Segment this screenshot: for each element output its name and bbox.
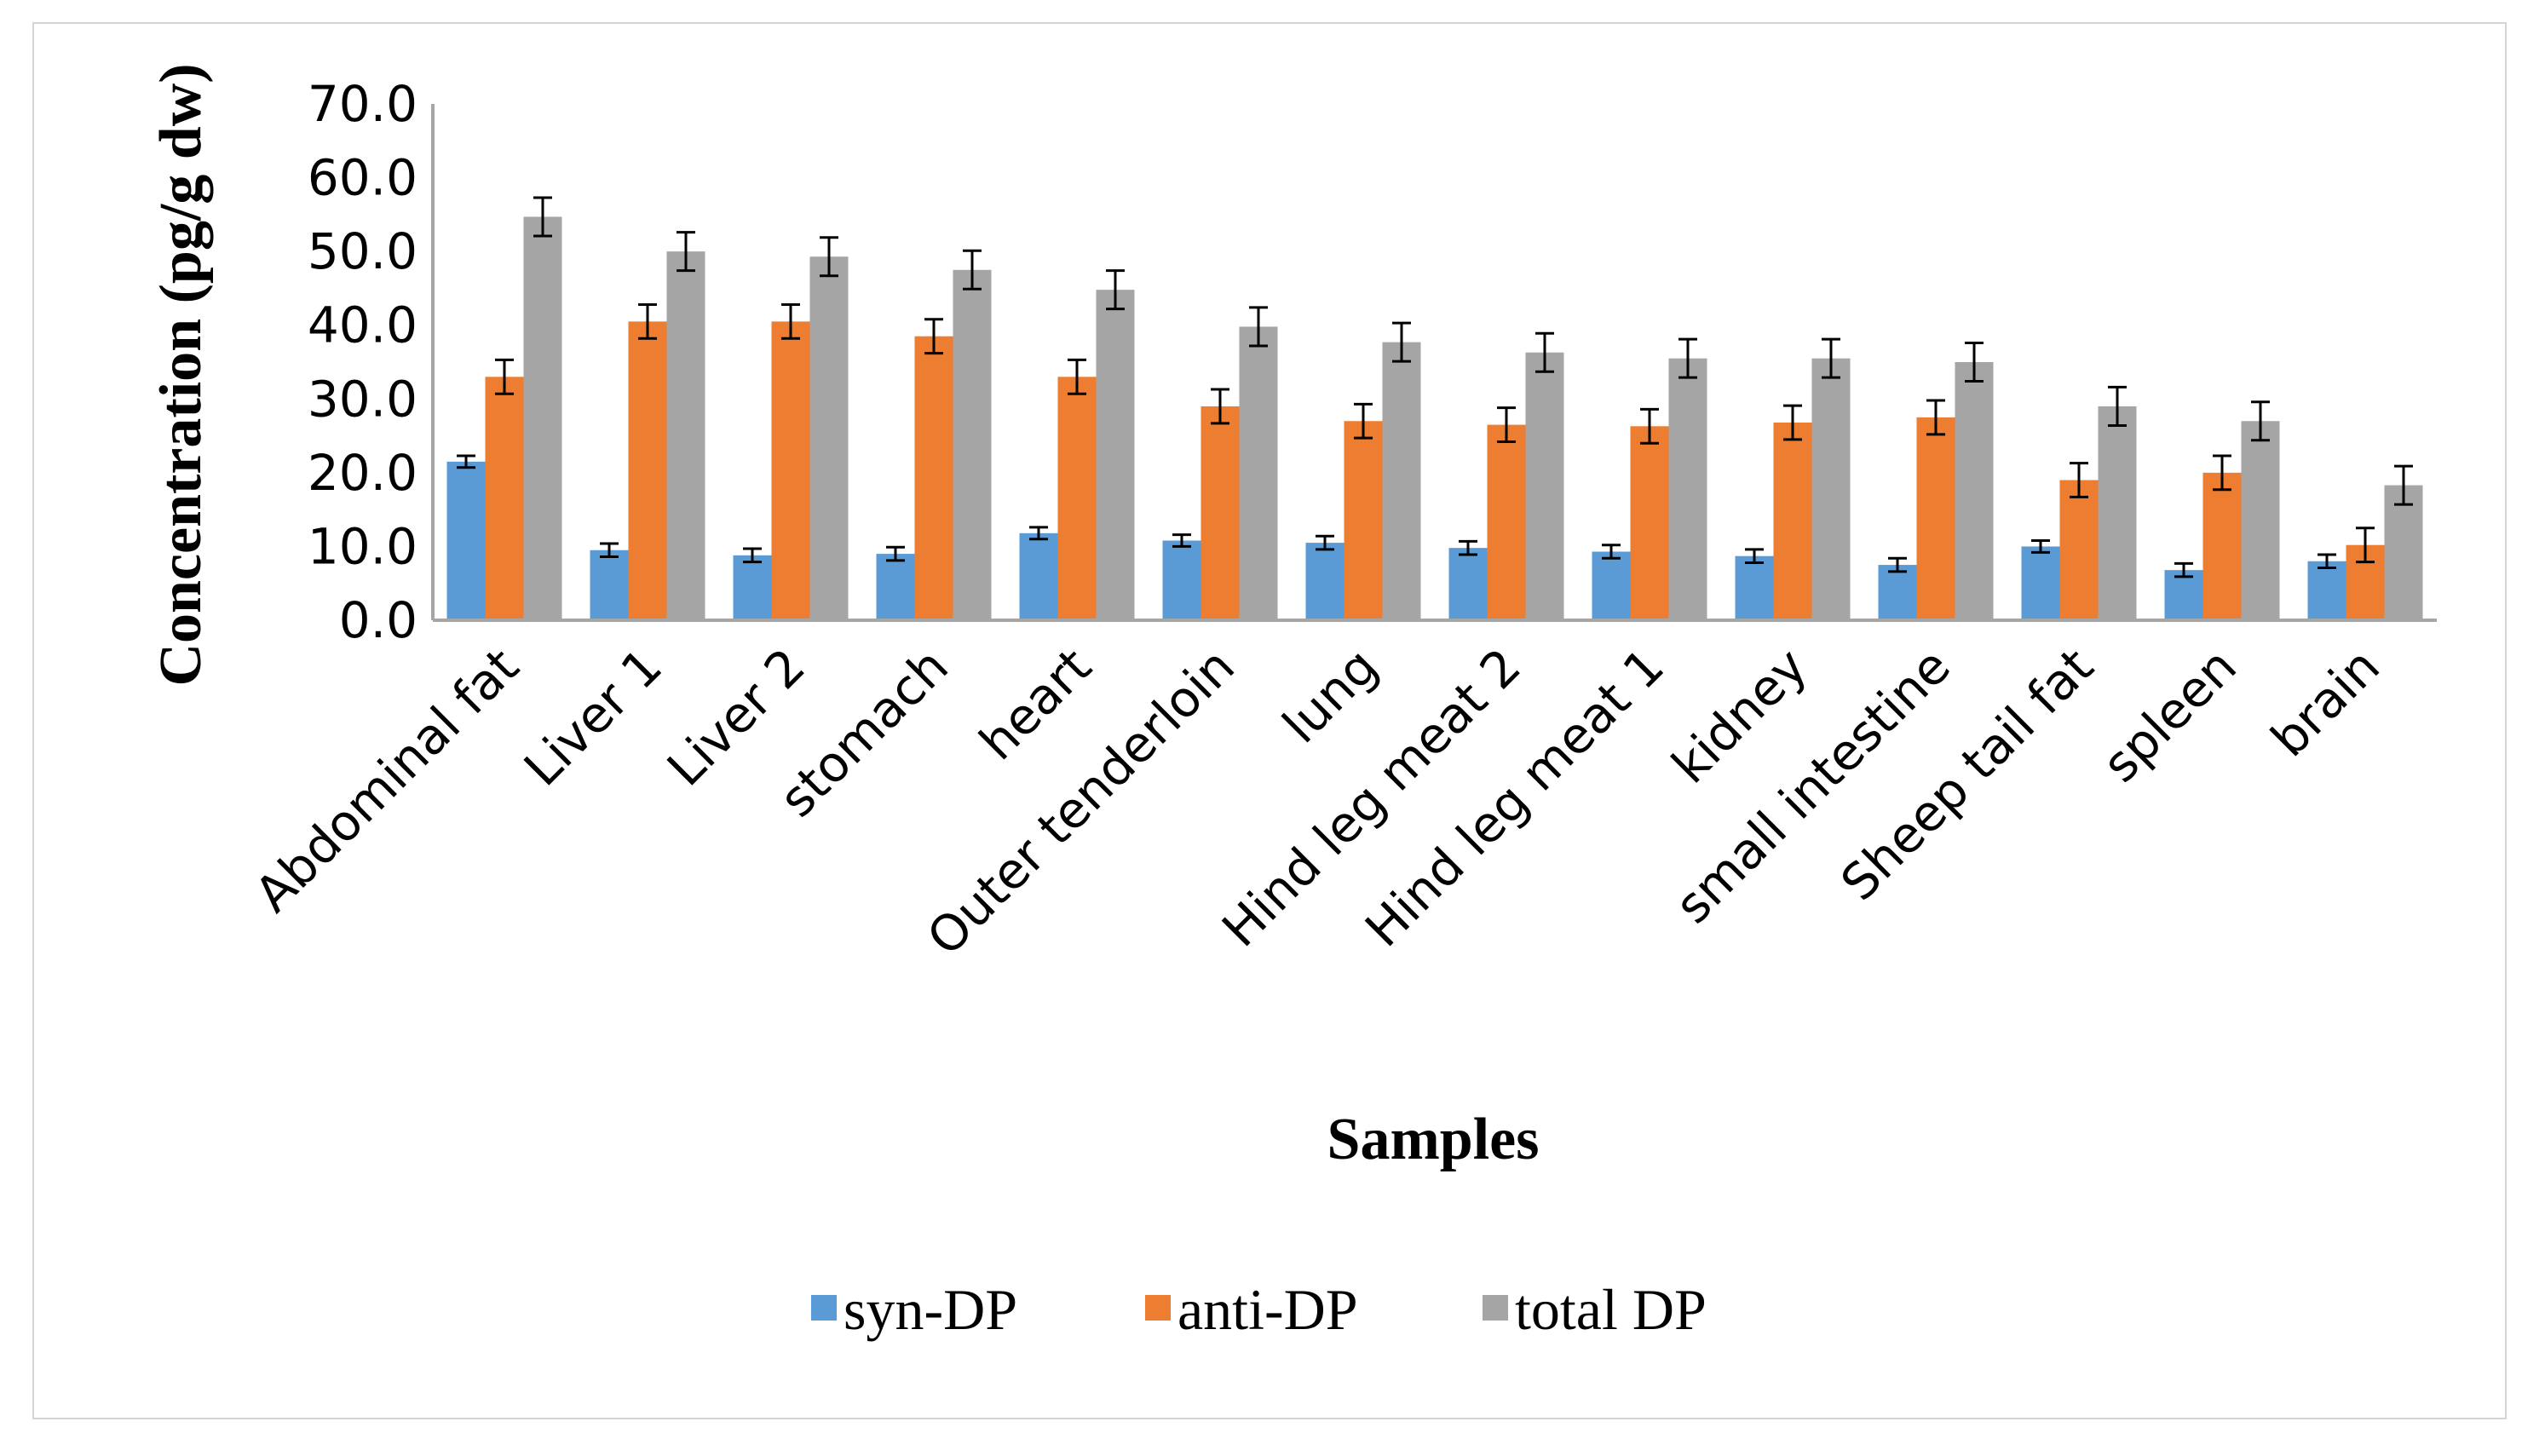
- legend-swatch: [811, 1295, 837, 1321]
- bar-total-dp: [666, 251, 705, 620]
- bar-syn-dp: [1735, 555, 1774, 620]
- bar-total-dp: [523, 216, 562, 620]
- bar-syn-dp: [876, 554, 915, 620]
- x-tick-label: spleen: [2092, 637, 2248, 793]
- bar-anti-dp: [628, 321, 667, 620]
- bar-anti-dp: [1344, 421, 1383, 620]
- legend-label: total DP: [1515, 1277, 1707, 1342]
- bar-anti-dp: [1487, 424, 1526, 620]
- bar-syn-dp: [1019, 532, 1058, 620]
- x-tick-label: Sheep tail fat: [1830, 637, 2105, 912]
- bar-total-dp: [2098, 406, 2137, 620]
- bar-anti-dp: [1201, 406, 1240, 620]
- bar-total-dp: [1525, 352, 1564, 620]
- bar-total-dp: [1668, 358, 1707, 620]
- x-tick-label: brain: [2260, 637, 2390, 768]
- legend-swatch: [1483, 1295, 1508, 1321]
- legend: syn-DP anti-DP total DP: [811, 1277, 1707, 1342]
- y-tick-label: 70.0: [308, 75, 417, 133]
- bar-total-dp: [1239, 326, 1278, 620]
- y-tick-label: 10.0: [308, 517, 417, 575]
- bar-syn-dp: [1878, 565, 1917, 620]
- bar-total-dp: [1096, 290, 1135, 620]
- bar-syn-dp: [2021, 546, 2060, 620]
- x-tick-label: Liver 1: [513, 637, 673, 797]
- bar-syn-dp: [1305, 543, 1344, 620]
- bar-syn-dp: [1162, 540, 1201, 620]
- bar-syn-dp: [590, 550, 629, 620]
- y-axis-title: Concentration (pg/g dw): [148, 63, 214, 686]
- bar-syn-dp: [2307, 561, 2346, 620]
- bar-anti-dp: [2059, 480, 2099, 620]
- bars: [446, 196, 2423, 620]
- bar-total-dp: [809, 256, 849, 620]
- x-tick-label: Abdominal fat: [244, 637, 530, 924]
- bar-total-dp: [1382, 342, 1421, 620]
- chart-frame: [32, 22, 2507, 1419]
- bar-anti-dp: [771, 321, 810, 620]
- bar-total-dp: [1811, 358, 1851, 620]
- x-axis-title: Samples: [1327, 1107, 1540, 1172]
- bar-syn-dp: [1592, 551, 1631, 620]
- x-tick-label: heart: [969, 637, 1103, 771]
- bar-anti-dp: [1773, 422, 1812, 620]
- y-tick-label: 0.0: [339, 591, 417, 649]
- y-tick-label: 20.0: [308, 444, 417, 502]
- bar-syn-dp: [733, 555, 772, 620]
- y-tick-label: 50.0: [308, 222, 417, 280]
- legend-label: anti-DP: [1177, 1277, 1358, 1342]
- bar-total-dp: [953, 269, 992, 620]
- y-tick-label: 30.0: [308, 370, 417, 428]
- bar-syn-dp: [446, 461, 486, 620]
- bar-total-dp: [2241, 421, 2280, 620]
- bar-anti-dp: [914, 336, 953, 620]
- bar-total-dp: [2384, 485, 2423, 620]
- bar-anti-dp: [2202, 472, 2242, 620]
- legend-swatch: [1145, 1295, 1171, 1321]
- bar-anti-dp: [1916, 417, 1955, 620]
- x-tick-label: lung: [1271, 637, 1388, 754]
- bar-anti-dp: [485, 377, 524, 620]
- legend-label: syn-DP: [844, 1277, 1017, 1342]
- bar-anti-dp: [1630, 426, 1669, 620]
- bar-anti-dp: [1057, 377, 1097, 620]
- bar-total-dp: [1955, 362, 1994, 620]
- bar-syn-dp: [2164, 570, 2203, 620]
- bar-syn-dp: [1448, 548, 1488, 620]
- y-tick-label: 40.0: [308, 296, 417, 354]
- y-axis: 0.0 10.0 20.0 30.0 40.0 50.0 60.0 70.0: [308, 75, 417, 649]
- y-tick-label: 60.0: [308, 149, 417, 207]
